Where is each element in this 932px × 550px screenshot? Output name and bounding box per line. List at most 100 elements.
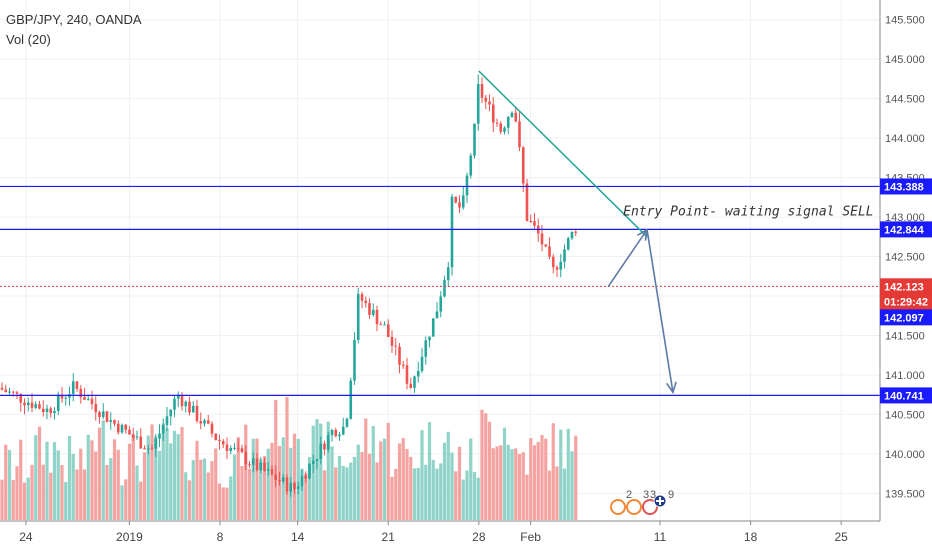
candle-body	[30, 402, 34, 408]
volume-bar	[525, 474, 529, 520]
entry-point-annotation[interactable]: Entry Point- waiting signal SELL	[623, 205, 873, 220]
volume-bar	[472, 471, 477, 520]
volume-bar	[56, 450, 60, 520]
volume-bar	[446, 431, 450, 520]
candle-body	[439, 296, 443, 312]
current-price-tag-label: 142.097	[884, 312, 924, 324]
volume-bar	[259, 459, 263, 520]
volume-bar	[427, 422, 432, 520]
volume-bar	[206, 472, 210, 520]
candle-body	[143, 448, 146, 450]
volume-bar	[322, 470, 327, 520]
volume-bar	[120, 485, 124, 520]
candle-body	[499, 123, 503, 132]
volume-bar	[191, 460, 195, 520]
time-tick-label: 24	[19, 530, 33, 544]
candle-body	[476, 84, 480, 124]
price-axis-background[interactable]	[880, 0, 932, 520]
level-price-tag[interactable]: 142.844	[880, 221, 932, 238]
candle-body	[401, 364, 405, 366]
event-badge-icon[interactable]	[626, 499, 642, 515]
candle-body	[113, 419, 116, 424]
volume-bar	[172, 430, 177, 520]
price-tick-label: 144.500	[885, 94, 925, 106]
volume-bar	[262, 456, 267, 520]
candle-body	[308, 463, 311, 479]
candle-body	[518, 121, 521, 148]
volume-indicator-label[interactable]: Vol (20)	[6, 32, 51, 47]
candle-body	[315, 458, 319, 461]
volume-bar	[60, 465, 64, 520]
volume-bar	[431, 459, 435, 520]
volume-bar	[435, 468, 439, 520]
candle-body	[289, 483, 293, 492]
candle-body	[251, 458, 255, 465]
candle-body	[206, 420, 210, 424]
volume-bar	[22, 482, 27, 520]
candle-body	[330, 429, 334, 436]
projection-segment[interactable]	[607, 229, 648, 288]
level-price-tag-background	[880, 221, 932, 238]
event-badge-icon[interactable]	[642, 499, 658, 515]
countdown-tag[interactable]: 01:29:42	[880, 293, 932, 310]
current-price-tag[interactable]: 142.123	[880, 278, 932, 295]
volume-bar	[412, 468, 417, 520]
event-badge-icon[interactable]	[610, 499, 626, 515]
price-tags[interactable]: 143.388 142.844 140.741 142.123 01:29:42 142.…	[880, 178, 932, 404]
candle-body	[574, 231, 578, 233]
candle-body	[454, 196, 458, 203]
candle-body	[525, 183, 529, 221]
volume-bar	[487, 421, 492, 520]
volume-bar	[270, 442, 274, 520]
time-tick-label: 14	[291, 530, 305, 544]
volume-bar	[461, 479, 465, 520]
price-axis[interactable]: 139.500 140.000 140.500 141.000 141.500 142.0…	[885, 15, 925, 501]
candle-body	[101, 411, 105, 417]
volume-bar	[502, 427, 507, 520]
candle-body	[11, 391, 15, 393]
price-tick-label: 145.000	[885, 54, 925, 66]
volume-bar	[360, 452, 364, 520]
candle-body	[34, 404, 38, 408]
candle-body	[240, 448, 244, 453]
volume-bar	[375, 462, 379, 520]
candle-body	[244, 452, 248, 465]
candle-body	[446, 267, 450, 281]
current-price-tag[interactable]: 142.097	[880, 309, 932, 326]
trendline[interactable]	[478, 70, 648, 238]
volume-bar	[390, 476, 394, 520]
volume-bar	[221, 487, 225, 520]
volume-bar	[165, 428, 169, 520]
candle-body	[248, 464, 251, 466]
candle-body	[338, 434, 341, 437]
volume-bar	[139, 481, 143, 520]
projection-segment[interactable]	[646, 229, 674, 393]
volume-bar	[157, 450, 162, 520]
candle-body	[435, 311, 439, 319]
volume-bar	[540, 434, 544, 520]
candle-body	[146, 448, 150, 450]
projection-arrows[interactable]	[607, 228, 677, 395]
horizontal-levels[interactable]	[0, 185, 880, 397]
volume-bar	[326, 421, 330, 520]
time-axis[interactable]: 24 2019 8 14 21 28 Feb 11 18 25	[19, 521, 848, 544]
level-price-tag[interactable]: 143.388	[880, 178, 932, 195]
symbol-title[interactable]: GBP/JPY, 240, OANDA	[6, 12, 142, 27]
volume-bar	[232, 454, 237, 520]
volume-bar	[529, 438, 533, 520]
candle-body	[394, 345, 398, 347]
volume-bar	[536, 441, 540, 520]
event-badges[interactable]: 2 3 3 9	[610, 489, 674, 515]
candle-body	[555, 267, 559, 270]
volume-bar	[397, 443, 402, 520]
volume-bar	[266, 448, 270, 520]
candle-body	[233, 447, 236, 449]
chart-legend[interactable]: GBP/JPY, 240, OANDA Vol (20)	[6, 10, 142, 50]
volume-bar	[225, 487, 229, 520]
price-tick-label: 140.000	[885, 449, 925, 461]
level-price-tag[interactable]: 140.741	[880, 387, 932, 404]
volume-bar	[34, 435, 38, 520]
candle-body	[221, 441, 225, 445]
candle-body	[563, 249, 566, 262]
